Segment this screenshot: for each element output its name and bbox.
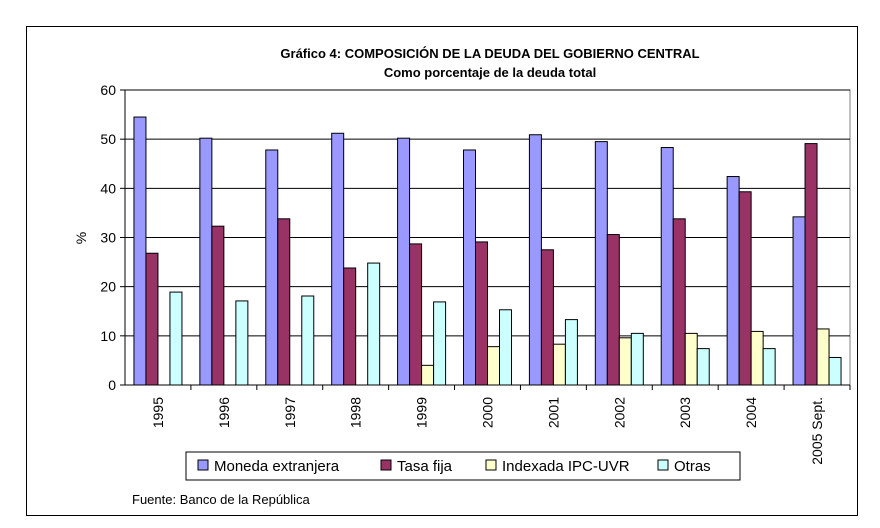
bar-moneda-extranjera [199, 137, 213, 386]
x-tick-label: 2002 [611, 397, 627, 428]
x-tick-label: 1998 [348, 397, 364, 428]
bar-otras [367, 262, 381, 386]
chart-subtitle: Como porcentaje de la deuda total [384, 65, 596, 80]
bar-tasa-fija [804, 143, 818, 386]
bar-moneda-extranjera [792, 216, 806, 386]
x-tick-label: 1996 [216, 397, 232, 428]
y-tick-label: 20 [100, 279, 116, 295]
y-axis-label: % [73, 232, 89, 244]
bar-otras [433, 301, 447, 386]
bar-tasa-fija [145, 252, 159, 386]
source-note: Fuente: Banco de la República [132, 492, 311, 507]
bar-otras [235, 300, 249, 386]
bar-moneda-extranjera [133, 116, 147, 386]
bar-otras [828, 356, 842, 386]
x-tick-label: 1999 [414, 397, 430, 428]
bar-otras [169, 291, 183, 386]
bar-moneda-extranjera [463, 149, 476, 386]
x-tick-label: 2003 [677, 397, 693, 428]
bar-tasa-fija [606, 234, 620, 386]
bar-moneda-extranjera [265, 149, 279, 386]
legend-label: Otras [674, 458, 711, 475]
bar-otras [301, 295, 315, 386]
bar-moneda-extranjera [528, 134, 542, 386]
chart-title: Gráfico 4: COMPOSICIÓN DE LA DEUDA DEL G… [280, 46, 699, 61]
legend-label: Indexada IPC-UVR [502, 458, 630, 475]
x-tick-label: 1997 [282, 397, 298, 428]
bar-indexada-ipc-uvr [816, 328, 830, 386]
bar-otras [762, 348, 776, 386]
x-tick-label: 2004 [743, 397, 759, 428]
legend-swatch [485, 459, 497, 471]
x-tick-label: 2000 [480, 397, 496, 428]
bar-tasa-fija [343, 267, 357, 386]
y-tick-label: 60 [100, 82, 116, 98]
legend [185, 451, 741, 481]
bar-indexada-ipc-uvr [684, 332, 698, 386]
bar-moneda-extranjera [331, 132, 345, 386]
y-tick-label: 0 [108, 377, 116, 393]
bar-tasa-fija [475, 241, 488, 386]
y-tick-label: 30 [100, 230, 116, 246]
legend-label: Tasa fija [397, 458, 453, 475]
legend-label: Moneda extranjera [214, 458, 340, 475]
bar-tasa-fija [211, 225, 225, 386]
bar-tasa-fija [540, 249, 554, 386]
bar-indexada-ipc-uvr [421, 364, 435, 386]
bar-otras [696, 348, 710, 386]
chart-frame [26, 26, 858, 516]
bar-tasa-fija [672, 218, 686, 386]
bar-moneda-extranjera [660, 147, 674, 386]
y-tick-label: 10 [100, 328, 116, 344]
y-tick-label: 40 [100, 180, 116, 196]
bar-indexada-ipc-uvr [552, 343, 566, 386]
x-tick-label: 2005 Sept. [809, 397, 825, 465]
bar-moneda-extranjera [726, 176, 740, 386]
bar-indexada-ipc-uvr [618, 337, 632, 386]
bar-indexada-ipc-uvr [750, 330, 764, 386]
bar-otras [630, 332, 644, 386]
x-tick-label: 2001 [545, 397, 561, 428]
bar-tasa-fija [277, 218, 291, 386]
bar-otras [564, 319, 578, 386]
legend-swatch [380, 459, 392, 471]
bar-otras [499, 309, 512, 386]
bar-tasa-fija [409, 243, 423, 386]
legend-swatch [197, 459, 209, 471]
bar-tasa-fija [738, 191, 752, 386]
x-tick-label: 1995 [150, 397, 166, 428]
legend-swatch [657, 459, 669, 471]
bar-indexada-ipc-uvr [487, 346, 500, 386]
bar-moneda-extranjera [397, 137, 411, 386]
y-tick-label: 50 [100, 131, 116, 147]
bar-moneda-extranjera [594, 141, 608, 386]
